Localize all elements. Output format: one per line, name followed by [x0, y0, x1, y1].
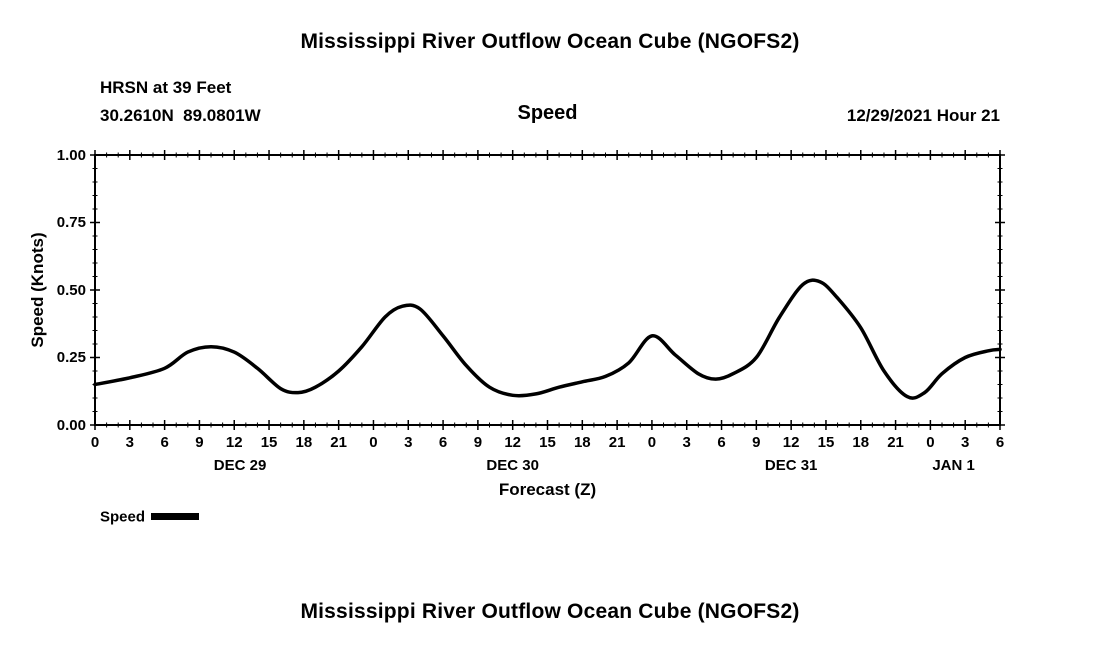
x-tick-label: 15: [817, 434, 835, 451]
x-tick-label: 3: [682, 434, 691, 451]
legend-label: Speed: [100, 508, 146, 526]
y-tick-label: 0.50: [56, 281, 86, 299]
station-label: HRSN at 39 Feet: [100, 78, 232, 97]
chart-title-bottom: Mississippi River Outflow Ocean Cube (NG…: [300, 600, 800, 623]
x-tick-label: 0: [369, 434, 378, 451]
x-date-label: DEC 29: [213, 457, 267, 474]
x-date-label: DEC 31: [764, 457, 818, 474]
y-tick-label: 0.75: [56, 214, 86, 231]
forecast-timestamp: 12/29/2021 Hour 21: [846, 106, 1000, 125]
x-tick-label: 18: [573, 434, 591, 451]
chart-title-top: Mississippi River Outflow Ocean Cube (NG…: [300, 30, 800, 53]
x-tick-label: 18: [852, 434, 870, 451]
x-tick-label: 3: [961, 434, 970, 451]
x-tick-label: 6: [438, 434, 448, 451]
x-axis-label: Forecast (Z): [498, 480, 597, 499]
x-tick-label: 18: [295, 434, 313, 451]
x-tick-label: 9: [195, 434, 204, 451]
x-tick-label: 21: [330, 434, 347, 451]
x-tick-label: 0: [90, 434, 100, 451]
x-tick-label: 9: [752, 434, 761, 451]
x-tick-label: 0: [926, 434, 935, 451]
x-date-label: DEC 30: [486, 457, 539, 474]
plot-variable-label: Speed: [517, 102, 578, 124]
y-tick-label: 1.00: [56, 146, 86, 164]
y-tick-label: 0.00: [56, 416, 86, 434]
x-tick-label: 9: [473, 434, 483, 451]
x-date-label: JAN 1: [932, 457, 975, 474]
x-tick-label: 15: [539, 434, 556, 451]
x-tick-label: 12: [225, 434, 243, 451]
x-tick-label: 6: [717, 434, 726, 451]
speed-curve: [93, 278, 1002, 400]
legend: Speed: [100, 508, 200, 526]
x-tick-label: 15: [260, 434, 278, 451]
x-tick-label: 3: [404, 434, 413, 451]
x-tick-label: 6: [160, 434, 169, 451]
x-tick-label: 0: [647, 434, 657, 451]
plot-frame: [94, 154, 1001, 426]
x-tick-label: 12: [782, 434, 800, 451]
station-coordinates: 30.2610N 89.0801W: [100, 106, 261, 125]
x-tick-label: 12: [504, 434, 522, 451]
x-tick-label: 6: [995, 434, 1005, 451]
legend-line-swatch: [151, 513, 200, 521]
x-tick-label: 21: [608, 434, 626, 451]
y-tick-label: 0.25: [56, 349, 86, 366]
x-tick-label: 3: [125, 434, 134, 451]
x-tick-label: 21: [887, 434, 904, 451]
